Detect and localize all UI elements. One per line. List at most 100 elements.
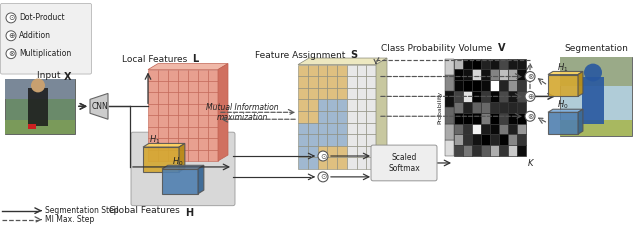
Bar: [366, 76, 376, 88]
Bar: [508, 102, 517, 113]
Bar: [168, 104, 178, 115]
Bar: [472, 91, 481, 102]
Text: ⊕: ⊕: [8, 31, 14, 40]
Bar: [188, 92, 198, 104]
Bar: [499, 113, 508, 124]
Bar: [463, 80, 472, 91]
Polygon shape: [143, 144, 185, 147]
Bar: [298, 111, 308, 123]
Bar: [356, 99, 366, 111]
Bar: [158, 70, 168, 81]
Bar: [317, 99, 327, 111]
Bar: [472, 113, 481, 124]
Bar: [198, 138, 208, 150]
Bar: [472, 80, 481, 91]
Bar: [327, 123, 337, 134]
Bar: [517, 145, 526, 156]
Bar: [347, 88, 356, 99]
Bar: [317, 123, 327, 134]
Circle shape: [584, 64, 602, 81]
Text: Input: Input: [37, 71, 63, 80]
Bar: [490, 102, 499, 113]
Text: Local Features: Local Features: [122, 55, 190, 64]
Bar: [582, 76, 604, 124]
Bar: [454, 124, 463, 134]
Bar: [347, 134, 356, 146]
Bar: [327, 157, 337, 169]
Circle shape: [318, 151, 328, 161]
Bar: [208, 104, 218, 115]
Bar: [347, 146, 356, 157]
Bar: [158, 127, 168, 138]
Bar: [366, 134, 376, 146]
Bar: [517, 113, 526, 124]
Bar: [198, 115, 208, 127]
Bar: [178, 150, 188, 161]
Bar: [198, 81, 208, 92]
Bar: [499, 134, 508, 145]
Circle shape: [31, 79, 45, 92]
Text: $H_1$: $H_1$: [557, 61, 569, 74]
Bar: [208, 150, 218, 161]
Polygon shape: [148, 64, 228, 70]
Bar: [517, 80, 526, 91]
Bar: [445, 124, 454, 140]
Text: $\mathbf{H}$: $\mathbf{H}$: [185, 206, 195, 218]
Circle shape: [6, 31, 16, 41]
Bar: [560, 57, 632, 136]
Bar: [454, 113, 463, 124]
Text: ⊙: ⊙: [320, 172, 326, 181]
Bar: [454, 102, 463, 113]
Bar: [454, 70, 463, 80]
Text: $H_0$: $H_0$: [557, 99, 569, 111]
Bar: [178, 70, 188, 81]
Bar: [472, 134, 481, 145]
Polygon shape: [162, 169, 198, 194]
Bar: [337, 99, 347, 111]
Bar: [472, 59, 481, 70]
Bar: [481, 113, 490, 124]
Bar: [298, 134, 308, 146]
Polygon shape: [198, 165, 204, 194]
Bar: [298, 76, 308, 88]
Bar: [5, 120, 75, 134]
Bar: [308, 111, 317, 123]
Circle shape: [6, 13, 16, 23]
Bar: [198, 127, 208, 138]
Bar: [454, 80, 463, 91]
Bar: [454, 59, 463, 70]
Bar: [148, 115, 158, 127]
Bar: [517, 124, 526, 134]
Bar: [337, 134, 347, 146]
Bar: [327, 146, 337, 157]
Bar: [298, 88, 308, 99]
Polygon shape: [548, 112, 578, 134]
Text: ⊙: ⊙: [8, 13, 14, 22]
Bar: [508, 145, 517, 156]
Bar: [445, 75, 454, 91]
Bar: [356, 123, 366, 134]
Bar: [178, 81, 188, 92]
Bar: [463, 59, 472, 70]
Text: Dot-Product: Dot-Product: [19, 13, 65, 22]
Bar: [327, 88, 337, 99]
FancyBboxPatch shape: [371, 145, 437, 181]
Bar: [472, 124, 481, 134]
Bar: [317, 157, 327, 169]
Bar: [317, 146, 327, 157]
Bar: [188, 81, 198, 92]
Bar: [298, 99, 308, 111]
Bar: [445, 91, 454, 107]
Text: K: K: [528, 159, 534, 168]
Bar: [445, 59, 454, 75]
Bar: [148, 127, 158, 138]
Text: Segmentation: Segmentation: [564, 44, 628, 53]
Bar: [454, 145, 463, 156]
FancyBboxPatch shape: [1, 3, 92, 74]
Bar: [28, 88, 48, 126]
Bar: [517, 134, 526, 145]
Polygon shape: [548, 109, 583, 112]
Bar: [517, 91, 526, 102]
Text: MI Max. Step: MI Max. Step: [45, 215, 94, 224]
Bar: [463, 134, 472, 145]
